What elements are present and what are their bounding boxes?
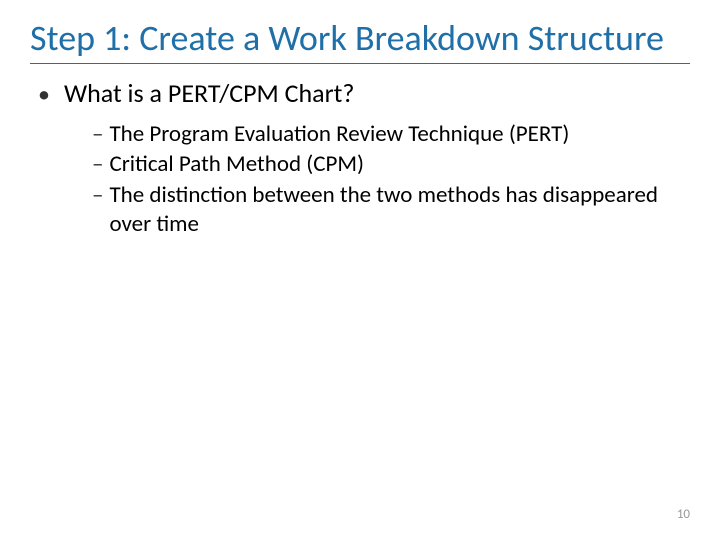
bullet-marker: • (38, 80, 50, 109)
bullet-level2-text: Critical Path Method (CPM) (109, 150, 364, 179)
dash-marker: – (92, 120, 103, 148)
page-number: 10 (677, 507, 690, 522)
slide-title: Step 1: Create a Work Breakdown Structur… (30, 18, 690, 64)
bullet-level1-text: What is a PERT/CPM Chart? (64, 78, 354, 109)
bullet-level2-text: The distinction between the two methods … (109, 181, 690, 239)
slide-content: • What is a PERT/CPM Chart? – The Progra… (30, 78, 690, 238)
slide-container: Step 1: Create a Work Breakdown Structur… (0, 0, 720, 540)
dash-marker: – (92, 150, 103, 178)
bullet-level2: – The distinction between the two method… (92, 181, 690, 239)
bullet-level1: • What is a PERT/CPM Chart? (38, 78, 690, 109)
bullet-level2: – Critical Path Method (CPM) (92, 150, 690, 179)
bullet-level2: – The Program Evaluation Review Techniqu… (92, 120, 690, 149)
dash-marker: – (92, 181, 103, 209)
bullet-level2-text: The Program Evaluation Review Technique … (109, 120, 569, 149)
level2-container: – The Program Evaluation Review Techniqu… (38, 120, 690, 239)
